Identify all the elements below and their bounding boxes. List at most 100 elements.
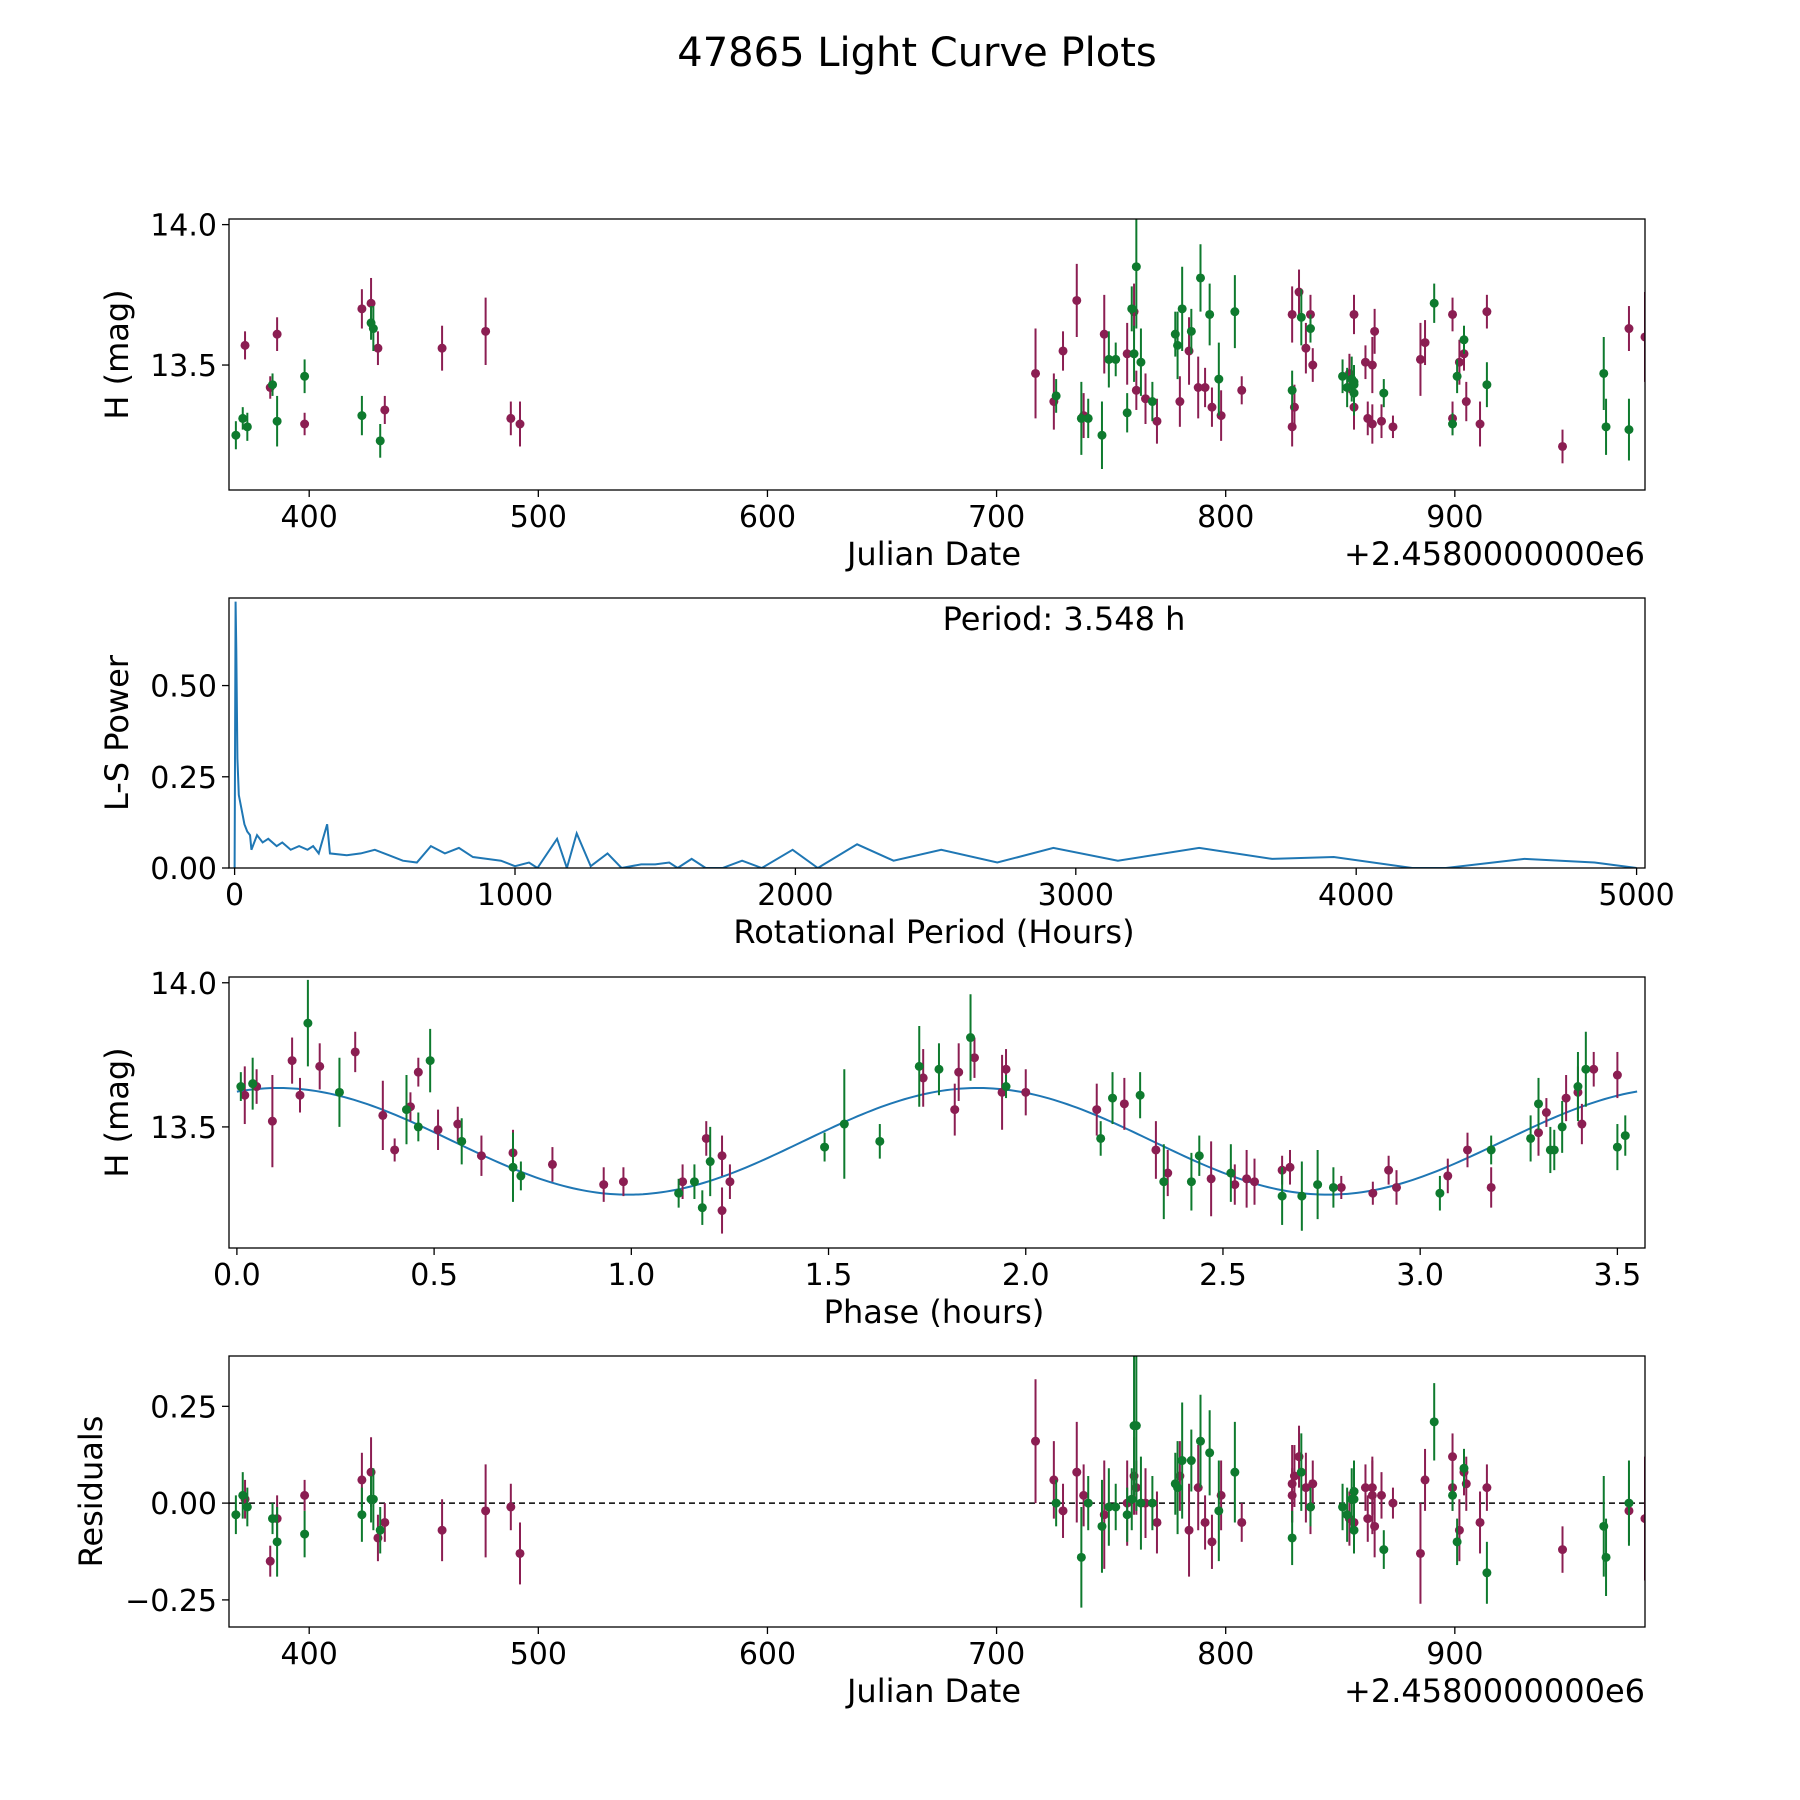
x-tick-label: 2.0 — [1002, 1258, 1050, 1293]
x-tick-label: 1.0 — [607, 1258, 655, 1293]
data-point — [1360, 357, 1370, 367]
data-point — [453, 1119, 463, 1129]
data-point — [437, 343, 447, 353]
data-point — [1367, 360, 1377, 370]
data-point — [1448, 419, 1458, 429]
data-point — [1131, 262, 1141, 272]
data-point — [1429, 1417, 1439, 1427]
data-point — [231, 430, 241, 440]
x-tick-label: 4000 — [1318, 878, 1394, 913]
data-point — [1031, 1436, 1041, 1446]
data-point — [1463, 1145, 1473, 1155]
periodogram-line — [233, 601, 1637, 868]
x-tick-label: 800 — [1197, 500, 1254, 535]
data-point — [476, 1151, 486, 1161]
x-tick-label: 3.0 — [1396, 1258, 1444, 1293]
data-point — [1388, 422, 1398, 432]
data-point — [1624, 324, 1634, 334]
data-point — [1072, 1467, 1082, 1477]
x-tick-label: 900 — [1426, 500, 1483, 535]
data-point — [295, 1090, 305, 1100]
data-point — [1301, 343, 1311, 353]
data-point — [689, 1177, 699, 1187]
data-point — [238, 1490, 248, 1500]
data-point — [1379, 1545, 1389, 1555]
data-point — [1336, 1182, 1346, 1192]
data-point — [1051, 391, 1061, 401]
data-point — [1338, 371, 1348, 381]
data-point — [1482, 307, 1492, 317]
y-tick-label: 0.00 — [150, 1487, 217, 1522]
data-point — [1367, 1483, 1377, 1493]
data-point — [240, 1090, 250, 1100]
period-annotation: Period: 3.548 h — [943, 600, 1186, 638]
data-point — [1301, 1483, 1311, 1493]
data-point — [966, 1033, 976, 1043]
data-point — [1031, 368, 1041, 378]
x-tick-label: 900 — [1426, 1637, 1483, 1672]
data-point — [272, 416, 282, 426]
data-point — [1349, 1525, 1359, 1535]
data-point — [1308, 1479, 1318, 1489]
data-point — [1214, 374, 1224, 384]
data-point — [1392, 1182, 1402, 1192]
data-point — [1475, 1517, 1485, 1527]
y-tick-label: 0.25 — [150, 761, 217, 796]
data-point — [717, 1206, 727, 1216]
data-point — [1097, 430, 1107, 440]
data-point — [481, 1506, 491, 1516]
y-tick-label: 0.25 — [150, 1390, 217, 1425]
data-point — [839, 1119, 849, 1129]
data-point — [1342, 382, 1352, 392]
data-point — [1001, 1064, 1011, 1074]
axes-frame — [228, 976, 1646, 1249]
data-point — [1108, 1093, 1118, 1103]
x-offset-label: +2.4580000000e6 — [1344, 1672, 1645, 1710]
x-tick-label: 0.0 — [213, 1258, 261, 1293]
data-point — [1136, 1498, 1146, 1508]
data-point — [1214, 1506, 1224, 1516]
data-point — [334, 1087, 344, 1097]
data-point — [425, 1056, 435, 1066]
data-point — [1448, 1452, 1458, 1462]
axes-frame — [228, 597, 1646, 869]
data-point — [1305, 1502, 1315, 1512]
data-point — [1131, 1421, 1141, 1431]
data-point — [236, 1082, 246, 1092]
data-point — [1200, 1517, 1210, 1527]
data-point — [1377, 1490, 1387, 1500]
data-point — [1448, 1490, 1458, 1500]
data-point — [1152, 1517, 1162, 1527]
plot-area — [231, 219, 1645, 469]
data-point — [1079, 1490, 1089, 1500]
data-point — [1122, 408, 1132, 418]
data-point — [1360, 1483, 1370, 1493]
data-point — [1287, 422, 1297, 432]
data-point — [1384, 1165, 1394, 1175]
data-point — [1599, 368, 1609, 378]
data-point — [1624, 425, 1634, 435]
data-point — [248, 1079, 258, 1089]
data-point — [1313, 1180, 1323, 1190]
data-point — [1001, 1082, 1011, 1092]
data-point — [1104, 354, 1114, 364]
data-point — [1367, 419, 1377, 429]
y-tick-label: 14.0 — [150, 209, 217, 244]
data-point — [1083, 413, 1093, 423]
data-point — [1147, 397, 1157, 407]
data-point — [1482, 1568, 1492, 1578]
data-point — [1184, 1525, 1194, 1535]
data-point — [457, 1136, 467, 1146]
data-point — [357, 1510, 367, 1520]
data-point — [1296, 1467, 1306, 1477]
data-point — [231, 1510, 241, 1520]
panel-periodogram: 0 1000 2000 3000 4000 5000 0.00 0.25 0.50 Rotatio… — [98, 597, 1675, 951]
data-point — [1452, 371, 1462, 381]
data-point — [875, 1136, 885, 1146]
plot-area — [236, 979, 1638, 1234]
data-point — [1379, 388, 1389, 398]
data-point — [315, 1061, 325, 1071]
data-point — [1640, 1514, 1645, 1524]
data-point — [1083, 1498, 1093, 1508]
panel-residuals: 400 500 600 700 800 900 −0.25 0.00 0.25 Julian Da… — [72, 1355, 1646, 1710]
